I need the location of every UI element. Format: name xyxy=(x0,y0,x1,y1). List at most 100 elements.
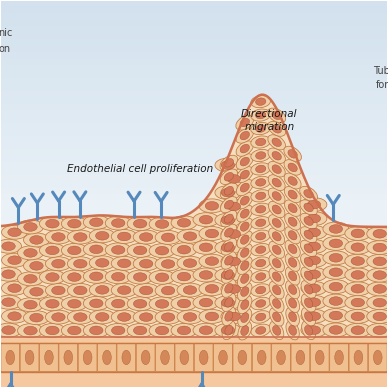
Ellipse shape xyxy=(373,257,386,266)
Ellipse shape xyxy=(17,324,43,338)
Bar xyxy=(0,52,388,59)
Ellipse shape xyxy=(220,183,237,199)
Ellipse shape xyxy=(268,148,286,163)
Ellipse shape xyxy=(270,321,284,340)
Ellipse shape xyxy=(304,217,313,225)
Ellipse shape xyxy=(68,300,81,308)
Ellipse shape xyxy=(268,228,285,245)
Ellipse shape xyxy=(177,256,203,270)
Ellipse shape xyxy=(304,258,313,267)
Ellipse shape xyxy=(373,229,386,238)
FancyBboxPatch shape xyxy=(252,343,271,372)
Ellipse shape xyxy=(205,284,219,293)
Ellipse shape xyxy=(155,230,181,244)
Ellipse shape xyxy=(307,270,320,279)
Ellipse shape xyxy=(285,253,300,271)
Ellipse shape xyxy=(133,326,147,335)
Ellipse shape xyxy=(272,111,282,120)
Bar xyxy=(0,187,388,194)
Ellipse shape xyxy=(288,149,297,158)
Ellipse shape xyxy=(225,297,233,307)
Ellipse shape xyxy=(241,313,249,322)
Ellipse shape xyxy=(237,295,252,314)
Ellipse shape xyxy=(155,326,169,335)
Text: Directional
migration: Directional migration xyxy=(241,109,298,132)
Ellipse shape xyxy=(127,217,153,230)
Ellipse shape xyxy=(45,310,71,324)
Ellipse shape xyxy=(8,256,21,265)
Ellipse shape xyxy=(351,284,365,293)
FancyBboxPatch shape xyxy=(175,343,194,372)
Bar xyxy=(0,291,388,297)
Ellipse shape xyxy=(288,244,297,254)
Bar xyxy=(0,265,388,271)
Ellipse shape xyxy=(74,286,87,295)
Ellipse shape xyxy=(272,312,281,322)
FancyBboxPatch shape xyxy=(20,343,39,372)
Ellipse shape xyxy=(284,159,301,175)
Ellipse shape xyxy=(45,350,53,365)
Ellipse shape xyxy=(256,192,266,199)
Ellipse shape xyxy=(222,279,236,298)
Ellipse shape xyxy=(345,323,371,337)
Ellipse shape xyxy=(284,173,301,189)
Ellipse shape xyxy=(68,219,81,228)
Ellipse shape xyxy=(329,239,343,248)
Ellipse shape xyxy=(2,298,15,307)
FancyBboxPatch shape xyxy=(117,343,136,372)
Ellipse shape xyxy=(139,233,153,241)
Ellipse shape xyxy=(17,272,43,286)
Ellipse shape xyxy=(183,313,197,321)
Ellipse shape xyxy=(329,225,343,233)
Ellipse shape xyxy=(251,257,270,269)
Ellipse shape xyxy=(272,178,281,187)
Ellipse shape xyxy=(45,284,71,297)
Ellipse shape xyxy=(288,177,297,185)
Ellipse shape xyxy=(268,121,286,136)
Ellipse shape xyxy=(351,298,365,307)
Ellipse shape xyxy=(221,216,235,225)
Ellipse shape xyxy=(221,161,235,170)
Ellipse shape xyxy=(40,243,66,257)
Ellipse shape xyxy=(74,260,87,268)
Ellipse shape xyxy=(225,270,233,279)
Ellipse shape xyxy=(304,230,313,239)
Ellipse shape xyxy=(30,314,43,322)
Ellipse shape xyxy=(272,165,281,173)
Ellipse shape xyxy=(256,313,266,321)
Ellipse shape xyxy=(307,256,320,265)
Ellipse shape xyxy=(68,310,93,324)
Ellipse shape xyxy=(367,227,388,241)
Bar xyxy=(0,162,388,168)
Bar xyxy=(0,65,388,71)
Ellipse shape xyxy=(236,115,254,130)
Ellipse shape xyxy=(367,268,388,282)
Ellipse shape xyxy=(288,217,297,226)
Ellipse shape xyxy=(149,297,175,311)
Ellipse shape xyxy=(171,243,197,257)
Bar xyxy=(0,14,388,20)
Bar xyxy=(0,343,388,372)
Ellipse shape xyxy=(83,215,109,229)
Ellipse shape xyxy=(221,210,237,227)
Ellipse shape xyxy=(83,242,109,256)
Ellipse shape xyxy=(345,227,371,241)
Ellipse shape xyxy=(300,200,317,215)
Ellipse shape xyxy=(323,280,349,294)
Ellipse shape xyxy=(225,256,233,265)
FancyBboxPatch shape xyxy=(194,343,213,372)
Ellipse shape xyxy=(127,297,153,311)
Bar xyxy=(0,91,388,97)
Ellipse shape xyxy=(227,202,241,211)
Ellipse shape xyxy=(269,255,284,272)
Ellipse shape xyxy=(305,326,313,335)
Ellipse shape xyxy=(329,311,343,320)
Bar xyxy=(0,329,388,336)
Ellipse shape xyxy=(256,165,266,173)
Ellipse shape xyxy=(199,310,225,323)
Bar xyxy=(0,59,388,65)
Ellipse shape xyxy=(177,272,191,281)
Ellipse shape xyxy=(46,219,59,228)
Ellipse shape xyxy=(272,125,281,133)
Ellipse shape xyxy=(256,286,266,294)
